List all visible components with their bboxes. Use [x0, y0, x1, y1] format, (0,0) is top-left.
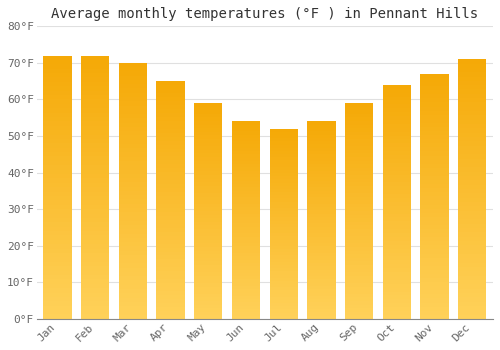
- Bar: [194, 103, 222, 319]
- Bar: [382, 85, 411, 319]
- Title: Average monthly temperatures (°F ) in Pennant Hills: Average monthly temperatures (°F ) in Pe…: [52, 7, 478, 21]
- Bar: [44, 56, 72, 319]
- Bar: [308, 121, 336, 319]
- Bar: [458, 59, 486, 319]
- Bar: [156, 81, 184, 319]
- Bar: [232, 121, 260, 319]
- Bar: [118, 63, 147, 319]
- Bar: [81, 56, 110, 319]
- Bar: [420, 74, 448, 319]
- Bar: [345, 103, 374, 319]
- Bar: [270, 129, 298, 319]
